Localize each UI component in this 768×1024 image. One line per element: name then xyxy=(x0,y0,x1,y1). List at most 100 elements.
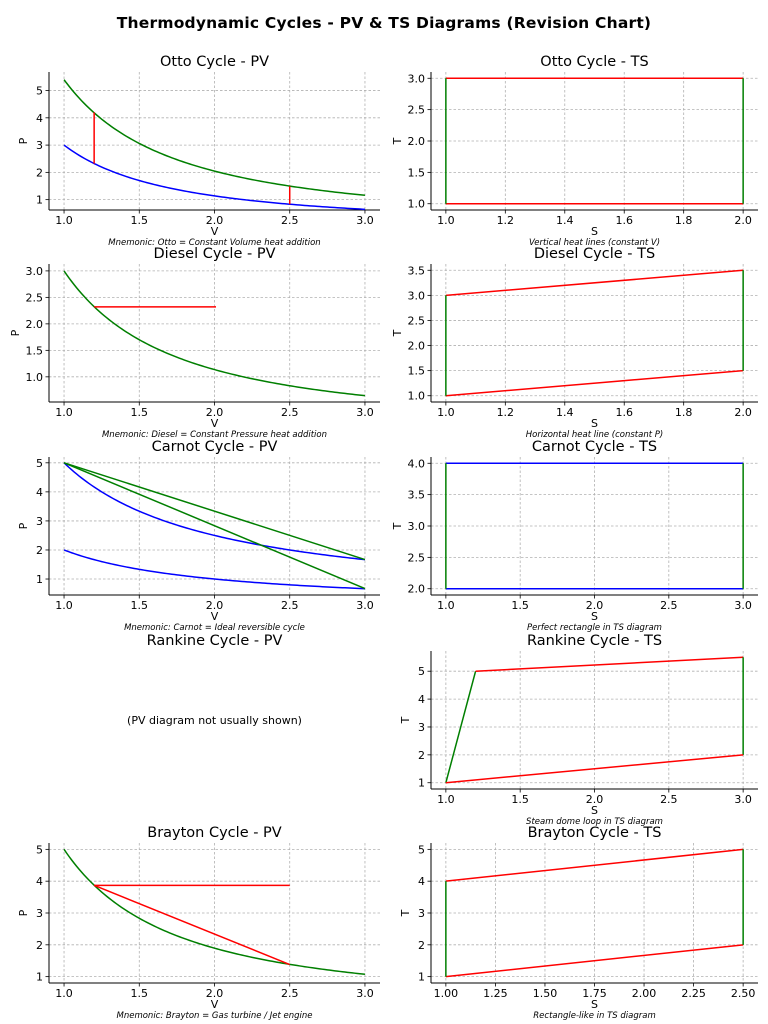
x-tick-label: 1.0 xyxy=(55,406,73,419)
mnemonic-note: Mnemonic: Carnot = Ideal reversible cycl… xyxy=(124,623,305,633)
x-tick-label: 1.5 xyxy=(131,406,149,419)
figure-title: Thermodynamic Cycles - PV & TS Diagrams … xyxy=(116,14,652,32)
y-tick-label: 3.0 xyxy=(408,72,426,85)
y-tick-label: 4 xyxy=(418,875,425,888)
x-axis-label: V xyxy=(211,610,219,623)
x-axis-label: V xyxy=(211,417,219,430)
y-tick-label: 2 xyxy=(418,749,425,762)
x-tick-label: 1.6 xyxy=(615,214,633,227)
x-tick-label: 1.5 xyxy=(131,214,149,227)
y-tick-label: 5 xyxy=(36,457,43,470)
x-tick-label: 1.0 xyxy=(437,599,455,612)
series-line xyxy=(63,462,366,561)
y-axis-label: T xyxy=(391,329,404,337)
x-tick-label: 3.0 xyxy=(356,214,374,227)
x-tick-label: 2.5 xyxy=(660,599,678,612)
y-tick-label: 2 xyxy=(418,939,425,952)
chart-otto-pv: Otto Cycle - PV 1.0 1.5 2.0 2.5 3.0 1 2 3 4 5 V P Mne… xyxy=(17,54,380,248)
y-tick-label: 2.5 xyxy=(408,314,426,327)
y-tick-label: 5 xyxy=(418,665,425,678)
y-tick-label: 1 xyxy=(36,971,43,984)
y-tick-label: 3.5 xyxy=(408,264,426,277)
x-tick-label: 1.0 xyxy=(55,987,73,1000)
y-tick-label: 4.0 xyxy=(408,457,426,470)
x-tick-label: 2.0 xyxy=(206,987,224,1000)
y-tick-label: 3.0 xyxy=(26,265,44,278)
mnemonic-note: Mnemonic: Diesel = Constant Pressure hea… xyxy=(102,430,327,440)
mnemonic-note: Vertical heat lines (constant V) xyxy=(529,238,660,248)
x-tick-label: 2.5 xyxy=(281,406,299,419)
y-tick-label: 3 xyxy=(36,907,43,920)
placeholder-text: (PV diagram not usually shown) xyxy=(127,714,302,727)
x-tick-label: 1.8 xyxy=(675,214,693,227)
series-line xyxy=(475,656,744,672)
x-tick-label: 1.0 xyxy=(55,214,73,227)
y-axis-label: P xyxy=(17,909,30,916)
x-tick-label: 2.0 xyxy=(206,214,224,227)
chart-title: Brayton Cycle - PV xyxy=(147,825,282,841)
y-tick-label: 5 xyxy=(36,85,43,98)
chart-diesel-pv: Diesel Cycle - PV 1.0 1.5 2.0 2.5 3.0 1.0 1.5 2.… xyxy=(9,246,380,440)
chart-title: Rankine Cycle - PV xyxy=(147,633,283,649)
series-line xyxy=(445,369,744,397)
x-tick-label: 1.25 xyxy=(483,987,508,1000)
y-tick-label: 2.5 xyxy=(408,104,426,117)
x-tick-label: 2.5 xyxy=(281,987,299,1000)
y-axis-label: P xyxy=(17,137,30,144)
chart-rankine-ts: Rankine Cycle - TS 1.0 1.5 2.0 2.5 3.0 1 2 3 4 5 S T… xyxy=(399,633,758,827)
x-axis-label: S xyxy=(591,225,598,238)
chart-diesel-ts: Diesel Cycle - TS 1.0 1.2 1.4 1.6 1.8 2.0 1.0 1.… xyxy=(391,246,758,440)
mnemonic-note: Horizontal heat line (constant P) xyxy=(526,430,663,440)
y-tick-label: 4 xyxy=(36,875,43,888)
y-tick-label: 1.5 xyxy=(26,344,44,357)
x-tick-label: 1.4 xyxy=(556,214,574,227)
y-tick-label: 2.5 xyxy=(408,551,426,564)
series-line xyxy=(445,269,744,297)
y-tick-label: 2.0 xyxy=(408,135,426,148)
chart-title: Diesel Cycle - PV xyxy=(154,246,276,262)
y-tick-label: 3.0 xyxy=(408,520,426,533)
y-axis-label: T xyxy=(391,522,404,530)
x-tick-label: 1.75 xyxy=(582,987,607,1000)
y-tick-label: 3 xyxy=(418,907,425,920)
x-axis-label: S xyxy=(591,610,598,623)
x-tick-label: 1.00 xyxy=(434,987,459,1000)
x-axis-label: S xyxy=(591,417,598,430)
x-axis-label: V xyxy=(211,225,219,238)
chart-title: Carnot Cycle - PV xyxy=(152,439,278,455)
x-axis-label: S xyxy=(591,804,598,817)
chart-carnot-pv: Carnot Cycle - PV 1.0 1.5 2.0 2.5 3.0 1 2 3 4 5 V P M… xyxy=(17,439,380,633)
x-tick-label: 1.0 xyxy=(437,793,455,806)
y-tick-label: 1 xyxy=(418,777,425,790)
y-axis-label: P xyxy=(17,522,30,529)
y-tick-label: 2.5 xyxy=(26,291,44,304)
series-line xyxy=(63,462,366,561)
y-tick-label: 1.0 xyxy=(408,390,426,403)
chart-title: Otto Cycle - PV xyxy=(160,54,269,70)
mnemonic-note: Perfect rectangle in TS diagram xyxy=(527,623,662,633)
y-tick-label: 1 xyxy=(36,194,43,207)
y-axis-label: P xyxy=(9,329,22,336)
chart-otto-ts: Otto Cycle - TS 1.0 1.2 1.4 1.6 1.8 2.0 1.0 1.5 2… xyxy=(391,54,758,248)
series-line xyxy=(445,944,744,978)
series-line xyxy=(63,848,366,976)
chart-brayton-ts: Brayton Cycle - TS 1.00 1.25 1.50 1.75 2.00 2.… xyxy=(399,825,758,1021)
x-tick-label: 1.6 xyxy=(615,406,633,419)
x-axis-label: V xyxy=(211,998,219,1011)
y-tick-label: 3.0 xyxy=(408,289,426,302)
mnemonic-note: Rectangle-like in TS diagram xyxy=(533,1011,655,1021)
y-tick-label: 2 xyxy=(36,939,43,952)
chart-brayton-pv: Brayton Cycle - PV 1.0 1.5 2.0 2.5 3.0 1 2 3 4 5 V P… xyxy=(17,825,380,1021)
x-axis-label: S xyxy=(591,998,598,1011)
chart-title: Diesel Cycle - TS xyxy=(534,246,655,262)
x-tick-label: 2.0 xyxy=(734,214,752,227)
x-tick-label: 1.50 xyxy=(533,987,558,1000)
y-axis-label: T xyxy=(399,909,412,917)
mnemonic-note: Mnemonic: Otto = Constant Volume heat ad… xyxy=(108,238,320,248)
x-tick-label: 1.5 xyxy=(511,793,529,806)
x-tick-label: 2.5 xyxy=(660,793,678,806)
x-tick-label: 2.5 xyxy=(281,214,299,227)
y-axis-label: T xyxy=(391,137,404,145)
x-tick-label: 1.0 xyxy=(437,406,455,419)
chart-title: Brayton Cycle - TS xyxy=(528,825,662,841)
